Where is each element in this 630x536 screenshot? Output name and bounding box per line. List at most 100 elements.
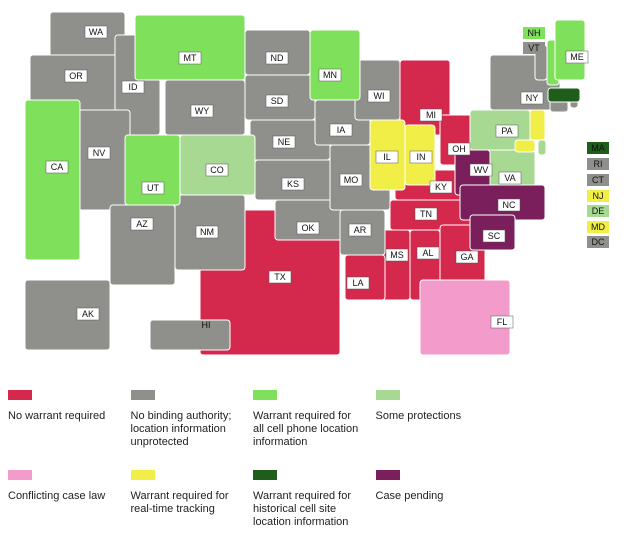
- legend-swatch: [375, 390, 400, 400]
- state-label-box: [587, 174, 609, 186]
- legend-label: Case pending: [375, 490, 444, 502]
- state-label: CA: [51, 162, 64, 172]
- legend-item: Warrant required for all cell phone loca…: [253, 390, 365, 449]
- state-label-box: [141, 181, 165, 195]
- state-label: NE: [278, 137, 291, 147]
- legend-item: Conflicting case law: [8, 470, 120, 503]
- state-label-box: [587, 236, 609, 248]
- state-label-box: [339, 173, 363, 187]
- state-label-box: [205, 163, 229, 177]
- state-label: SC: [488, 231, 501, 241]
- state-shape: [537, 139, 547, 156]
- state-label: WI: [374, 91, 385, 101]
- state-label: TX: [274, 272, 286, 282]
- state-label-box: [455, 250, 479, 264]
- state-label: WA: [89, 27, 103, 37]
- state-label-box: [64, 69, 88, 83]
- state-label: AL: [422, 248, 433, 258]
- state-shape: [514, 139, 536, 153]
- legend-label: Warrant required for all cell phone loca…: [253, 410, 359, 448]
- state-label: OR: [69, 71, 83, 81]
- state-shape: [547, 87, 581, 103]
- state-label: WY: [195, 106, 210, 116]
- state-label-box: [272, 135, 296, 149]
- state-label: CO: [210, 165, 224, 175]
- legend-swatch: [253, 390, 277, 400]
- state-label: AR: [354, 225, 367, 235]
- state-label: ME: [570, 52, 584, 62]
- state-label-box: [523, 27, 545, 39]
- legend-label: Warrant required for real-time tracking: [130, 490, 229, 515]
- legend-label: No warrant required: [8, 410, 106, 422]
- state-label-box: [296, 221, 320, 235]
- state-shape: [24, 279, 111, 351]
- us-map: MI OH KY TN MS AL GA TX LA WA OR ID NV AZ NM WY ND SD NE KS…: [24, 11, 609, 356]
- state-label-box: [565, 50, 589, 64]
- state-label-box: [87, 146, 111, 160]
- state-shape: [109, 204, 176, 286]
- state-label-box: [587, 142, 609, 154]
- state-label: NC: [503, 200, 516, 210]
- state-label: MD: [591, 222, 605, 232]
- state-shape: [309, 29, 361, 101]
- state-label: GA: [460, 252, 473, 262]
- state-label: NJ: [593, 191, 604, 201]
- state-label: NM: [200, 227, 214, 237]
- state-label: MI: [426, 110, 436, 120]
- state-label-box: [195, 225, 219, 239]
- state-label-box: [495, 124, 519, 138]
- legend-item: Warrant required for historical cell sit…: [253, 470, 365, 529]
- state-label: ND: [271, 53, 284, 63]
- state-label-box: [130, 217, 154, 231]
- state-label: NY: [526, 93, 539, 103]
- state-shape: [134, 14, 246, 81]
- state-label: AZ: [136, 219, 148, 229]
- state-label: OK: [301, 223, 314, 233]
- state-label-box: [281, 177, 305, 191]
- state-label-box: [318, 68, 342, 82]
- legend-swatch: [375, 470, 400, 480]
- state-label-box: [520, 91, 544, 105]
- legend-item: Case pending: [375, 470, 488, 503]
- state-label: NV: [93, 148, 106, 158]
- state-shape: [124, 134, 181, 206]
- state-label: LA: [352, 278, 363, 288]
- state-label: VT: [528, 43, 540, 53]
- state-label-box: [498, 171, 522, 185]
- state-label: HI: [202, 320, 211, 330]
- state-label-box: [45, 160, 69, 174]
- state-label: MO: [344, 175, 359, 185]
- state-label-box: [346, 276, 370, 290]
- legend-swatch: [130, 390, 155, 400]
- legend-swatch: [8, 390, 32, 400]
- state-label-box: [497, 198, 521, 212]
- legend-label: No binding authority; location informati…: [130, 410, 232, 448]
- state-label-box: [76, 307, 100, 321]
- legend-label: Warrant required for historical cell sit…: [253, 490, 352, 528]
- state-label-box: [409, 150, 433, 164]
- state-label: DC: [592, 237, 605, 247]
- state-label-box: [375, 150, 399, 164]
- state-label-box: [587, 190, 609, 202]
- state-label-box: [178, 51, 202, 65]
- state-label: IA: [337, 125, 346, 135]
- state-label-box: [329, 123, 353, 137]
- state-label-box: [447, 142, 471, 156]
- state-label-box: [265, 94, 289, 108]
- state-label-box: [121, 80, 145, 94]
- state-label-box: [190, 104, 214, 118]
- state-label: MS: [390, 250, 404, 260]
- state-label-box: [84, 25, 108, 39]
- state-label-box: [268, 270, 292, 284]
- state-label: OH: [452, 144, 466, 154]
- legend-label: Conflicting case law: [8, 490, 106, 502]
- state-shape: [554, 19, 586, 81]
- state-label: FL: [497, 317, 508, 327]
- state-label-box: [482, 229, 506, 243]
- legend-item: No warrant required: [8, 390, 120, 423]
- state-label: KY: [435, 182, 447, 192]
- legend-item: Warrant required for real-time tracking: [130, 470, 243, 516]
- state-label-box: [523, 42, 545, 54]
- state-label: IL: [383, 152, 391, 162]
